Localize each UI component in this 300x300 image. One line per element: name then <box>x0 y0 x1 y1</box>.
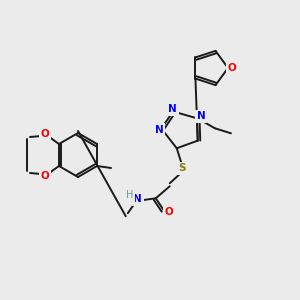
Text: N: N <box>168 104 177 114</box>
Text: O: O <box>164 207 173 217</box>
Text: O: O <box>228 63 236 73</box>
Text: S: S <box>178 163 185 173</box>
Text: O: O <box>40 171 49 181</box>
Text: N: N <box>196 111 205 121</box>
Text: H: H <box>126 190 134 200</box>
Text: N: N <box>134 194 142 204</box>
Text: N: N <box>154 125 164 135</box>
Text: O: O <box>40 129 49 139</box>
